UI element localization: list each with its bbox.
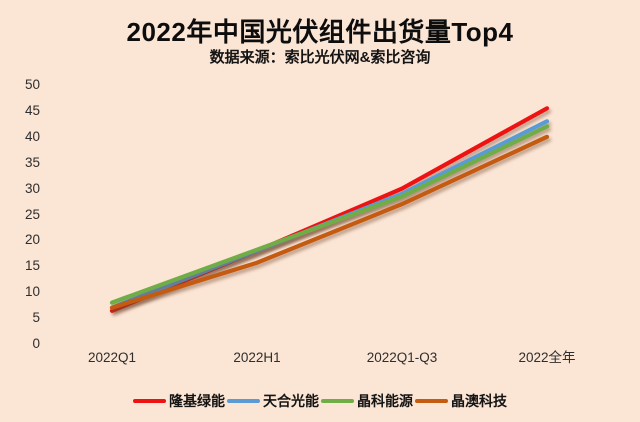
y-axis-tick-label: 15: [24, 258, 40, 274]
legend-label: 晶澳科技: [451, 393, 507, 409]
y-axis-tick-label: 50: [24, 77, 40, 92]
y-axis-tick-label: 10: [24, 284, 40, 300]
y-axis-tick-label: 20: [24, 232, 40, 248]
legend-item: 晶澳科技: [415, 391, 507, 411]
legend-item: 晶科能源: [321, 391, 413, 411]
y-axis-tick-label: 0: [32, 336, 40, 351]
legend-item: 天合光能: [227, 391, 319, 411]
series-line-3: [109, 134, 550, 310]
x-axis-category-label: 2022全年: [518, 350, 576, 365]
x-axis-category-label: 2022Q1-Q3: [366, 350, 438, 365]
legend-item: 隆基绿能: [133, 391, 225, 411]
y-axis-tick-label: 35: [24, 154, 40, 170]
chart-subtitle: 数据来源：索比光伏网&索比咨询: [209, 49, 431, 66]
chart-title: 2022年中国光伏组件出货量Top4: [126, 17, 514, 47]
y-axis-tick-label: 30: [24, 180, 40, 196]
y-axis-tick-label: 40: [24, 128, 40, 144]
y-axis-tick-label: 45: [24, 102, 40, 118]
x-axis-category-label: 2022H1: [233, 350, 281, 365]
legend: 隆基绿能 天合光能 晶科能源 晶澳科技: [0, 391, 640, 411]
legend-line-swatch: [133, 398, 166, 404]
legend-line-swatch: [227, 398, 260, 404]
series-line-2: [109, 124, 550, 305]
y-axis-tick-label: 25: [24, 206, 40, 222]
legend-label: 隆基绿能: [169, 393, 225, 409]
legend-label: 天合光能: [263, 393, 319, 409]
legend-line-swatch: [321, 398, 354, 404]
legend-line-swatch: [415, 398, 448, 404]
y-axis-tick-label: 5: [32, 310, 40, 326]
x-axis-category-label: 2022Q1: [87, 350, 137, 365]
legend-label: 晶科能源: [357, 393, 413, 409]
